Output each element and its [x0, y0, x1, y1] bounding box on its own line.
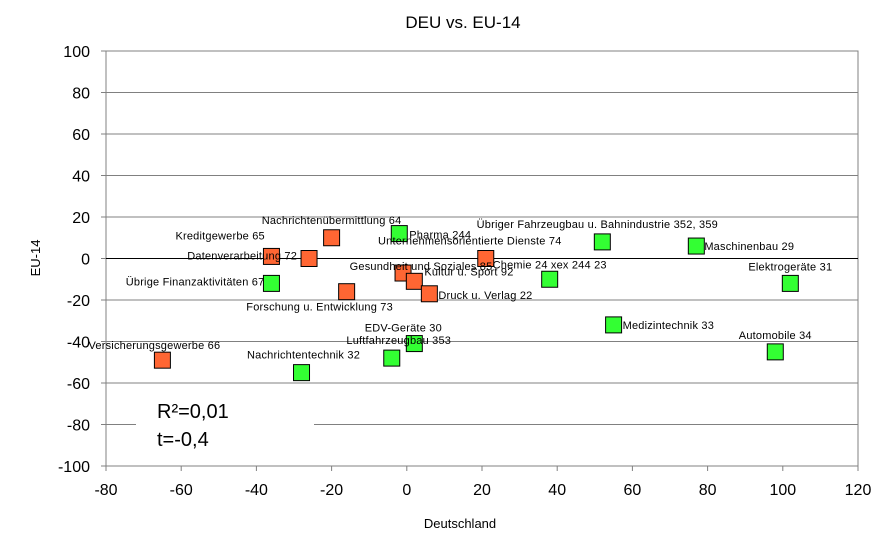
x-tick-label: -20 [320, 482, 343, 499]
data-point-label: Elektrogeräte 31 [748, 261, 832, 273]
data-point-marker [390, 225, 408, 243]
data-point-marker [766, 343, 784, 361]
data-point-marker [293, 364, 311, 382]
y-tick-label: 60 [72, 127, 90, 144]
y-tick-label: 40 [72, 169, 90, 186]
data-point-label: Nachrichtenübermittlung 64 [262, 215, 402, 227]
data-point-label: Forschung u. Entwicklung 73 [246, 302, 393, 314]
x-tick-label: 40 [548, 482, 566, 499]
data-point-label: Gesundheit und Soziales 85 [350, 261, 493, 273]
data-point-label: Medizintechnik 33 [623, 320, 714, 332]
y-tick-label: 20 [72, 210, 90, 227]
data-point-marker [383, 349, 401, 367]
x-tick-label: -80 [94, 482, 117, 499]
x-tick-label: 60 [624, 482, 642, 499]
y-tick-label: 0 [81, 252, 90, 269]
data-point-label: Kultur u. Sport 92 [424, 266, 513, 278]
data-point-label: EDV-Geräte 30 [365, 323, 442, 335]
x-axis-title: Deutschland [424, 516, 496, 531]
y-tick-label: -20 [67, 293, 90, 310]
data-point-marker [605, 316, 623, 334]
x-tick-label: -60 [170, 482, 193, 499]
data-point-label: Kreditgewerbe 65 [175, 230, 264, 242]
data-point-marker [405, 272, 423, 290]
data-point-marker [338, 283, 356, 301]
data-point-label: Übriger Fahrzeugbau u. Bahnindustrie 352… [477, 219, 718, 231]
data-point-label: Chemie 24 xex 244 23 [493, 259, 607, 271]
y-axis-title: EU-14 [28, 240, 43, 277]
data-point-marker [593, 233, 611, 251]
data-point-label: Unternehmensorientierte Dienste 74 [378, 236, 562, 248]
y-tick-label: -60 [67, 376, 90, 393]
data-point-label: Übrige Finanzaktivitäten 67 [126, 276, 265, 288]
x-tick-label: 0 [402, 482, 411, 499]
data-point-marker [781, 274, 799, 292]
y-tick-label: -40 [67, 335, 90, 352]
y-tick-label: -80 [67, 418, 90, 435]
point-labels: Nachrichtenübermittlung 64 Pharma 244 Kred… [89, 215, 833, 362]
chart-title: DEU vs. EU-14 [405, 13, 520, 32]
data-point-marker [262, 247, 280, 265]
data-point-label: Pharma 244 [409, 230, 471, 242]
data-point-marker [477, 250, 495, 267]
y-tick-label: 80 [72, 86, 90, 103]
data-point-marker [405, 335, 423, 353]
data-point-marker [262, 274, 280, 292]
y-tick-label: 100 [63, 44, 90, 61]
x-tick-label: 80 [699, 482, 717, 499]
r-squared-annotation: R²=0,01 [157, 401, 229, 423]
data-point-marker [420, 285, 438, 303]
stats-box [136, 392, 314, 458]
data-points [153, 225, 799, 382]
data-point-marker [687, 237, 705, 255]
data-point-label: Druck u. Verlag 22 [438, 290, 532, 302]
data-point-label: Luftfahrzeugbau 353 [346, 335, 451, 347]
data-point-label: Versicherungsgewerbe 66 [89, 340, 221, 352]
data-point-label: Nachrichtentechnik 32 [247, 350, 360, 362]
data-point-label: Datenverarbeitung 72 [187, 251, 297, 263]
x-tick-label: 20 [473, 482, 491, 499]
x-tick-label: -40 [245, 482, 268, 499]
y-tick-label: -100 [58, 459, 90, 476]
data-point-marker [541, 270, 559, 288]
data-point-label: Maschinenbau 29 [704, 241, 794, 253]
x-tick-label: 100 [769, 482, 796, 499]
data-point-label: Automobile 34 [739, 330, 812, 342]
data-point-marker [300, 250, 318, 267]
data-point-marker [323, 229, 341, 247]
data-point-marker [153, 351, 171, 369]
tick-labels: -80 -60 -40 -20 0 20 40 60 80 100 120 100 80 60 40 20 0 -… [58, 44, 871, 499]
t-stat-annotation: t=-0,4 [157, 429, 209, 451]
x-tick-label: 120 [845, 482, 872, 499]
